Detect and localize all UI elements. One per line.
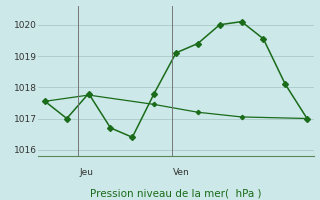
Text: Jeu: Jeu <box>79 168 93 177</box>
Text: Ven: Ven <box>173 168 190 177</box>
Text: Pression niveau de la mer(  hPa ): Pression niveau de la mer( hPa ) <box>90 189 262 199</box>
